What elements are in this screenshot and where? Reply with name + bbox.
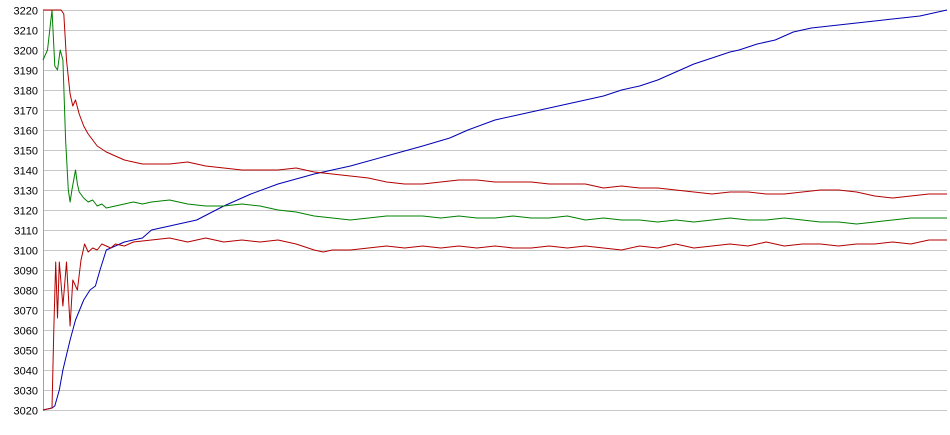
- y-tick-label: 3020: [14, 406, 38, 418]
- y-tick-label: 3040: [14, 366, 38, 378]
- series-line-1: [42, 237, 947, 411]
- y-axis-ticks: 3020 3030 3040 3050 3060 3070 3080 3090 3100 3110…: [14, 6, 38, 418]
- y-tick-label: 3160: [14, 126, 38, 138]
- y-tick-label: 3200: [14, 46, 38, 58]
- y-tick-label: 3080: [14, 286, 38, 298]
- y-tick-label: 3120: [14, 206, 38, 218]
- series-group: [42, 9, 948, 411]
- y-tick-label: 3030: [14, 386, 38, 398]
- y-tick-label: 3100: [14, 246, 38, 258]
- y-tick-label: 3210: [14, 26, 38, 38]
- y-tick-label: 3110: [14, 226, 38, 238]
- y-tick-label: 3150: [14, 146, 38, 158]
- series-line-0: [42, 9, 948, 411]
- y-tick-label: 3050: [14, 346, 38, 358]
- y-tick-label: 3130: [14, 186, 38, 198]
- y-tick-label: 3060: [14, 326, 38, 338]
- y-tick-label: 3140: [14, 166, 38, 178]
- y-tick-label: 3220: [14, 6, 38, 18]
- y-tick-label: 3090: [14, 266, 38, 278]
- series-line-2: [42, 9, 947, 225]
- gridlines: [43, 10, 947, 411]
- y-tick-label: 3190: [14, 66, 38, 78]
- y-tick-label: 3170: [14, 106, 38, 118]
- series-line-3: [43, 9, 947, 199]
- y-tick-label: 3070: [14, 306, 38, 318]
- y-tick-label: 3180: [14, 86, 38, 98]
